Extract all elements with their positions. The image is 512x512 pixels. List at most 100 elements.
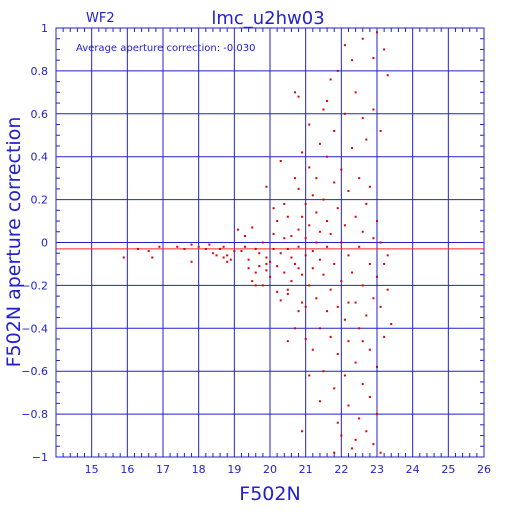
data-point	[286, 340, 289, 343]
data-point	[261, 284, 264, 287]
data-point	[286, 247, 289, 250]
data-point	[372, 237, 375, 240]
data-point	[208, 243, 211, 246]
data-point	[311, 348, 314, 351]
data-point	[358, 245, 361, 248]
data-point	[372, 297, 375, 300]
data-point	[376, 31, 378, 34]
data-point	[361, 340, 364, 343]
x-tick-labels: 15 16 17 18 19 20 21 22 23 24 25 26	[85, 463, 491, 476]
data-point	[301, 301, 304, 304]
data-point	[226, 260, 229, 263]
data-point	[333, 181, 336, 184]
data-point	[290, 235, 293, 238]
data-point	[293, 262, 296, 265]
data-point	[297, 95, 300, 98]
y-tick-label: 0.4	[31, 151, 49, 164]
data-point	[204, 247, 207, 250]
data-point	[340, 241, 343, 244]
data-point	[340, 168, 343, 171]
data-point	[226, 254, 229, 257]
data-point	[301, 273, 304, 276]
data-point	[358, 417, 361, 420]
data-point	[137, 247, 140, 250]
data-point	[315, 177, 318, 180]
data-point	[361, 117, 364, 120]
data-point	[372, 108, 375, 111]
data-point	[236, 228, 239, 231]
data-point	[151, 256, 154, 259]
data-point	[254, 247, 257, 250]
y-tick-label: 0.6	[31, 108, 49, 121]
data-point	[336, 207, 339, 210]
data-point	[258, 265, 261, 268]
data-point	[254, 284, 257, 287]
x-axis-label: F502N	[239, 483, 300, 505]
data-point	[358, 177, 361, 180]
data-point	[290, 280, 293, 283]
data-point	[311, 194, 314, 197]
data-point	[215, 254, 218, 257]
data-point	[297, 228, 300, 231]
data-point	[347, 404, 350, 407]
data-point	[351, 447, 354, 450]
data-point	[279, 299, 282, 302]
y-tick-label: 0	[41, 237, 48, 250]
data-point	[297, 267, 300, 270]
data-point	[343, 374, 346, 377]
data-point	[326, 245, 329, 248]
data-point	[318, 258, 321, 261]
data-point	[265, 269, 268, 272]
data-point	[379, 305, 382, 308]
data-point	[304, 237, 307, 240]
x-tick-label: 23	[370, 463, 384, 476]
data-point	[318, 230, 321, 233]
y-tick-label: −0.6	[21, 365, 48, 378]
data-point	[276, 290, 279, 293]
chip-label: WF2	[86, 11, 115, 26]
data-point	[333, 451, 336, 454]
data-point	[286, 288, 289, 291]
data-point	[351, 147, 354, 150]
data-point	[265, 262, 268, 265]
y-axis-label: F502N aperture correction	[3, 117, 25, 368]
data-point	[276, 265, 279, 268]
data-point	[361, 37, 364, 40]
data-point	[240, 250, 243, 253]
data-point	[376, 413, 378, 416]
data-point	[251, 226, 254, 229]
data-point	[269, 260, 271, 263]
data-point	[219, 247, 222, 250]
x-tick-label: 24	[406, 463, 420, 476]
data-point	[383, 335, 386, 338]
data-point	[368, 262, 371, 265]
data-point	[222, 245, 225, 248]
data-point	[122, 256, 125, 259]
data-point	[326, 155, 329, 158]
data-point	[297, 245, 300, 248]
data-point	[318, 400, 321, 403]
data-point	[315, 297, 318, 300]
data-point	[322, 198, 325, 201]
data-point	[315, 211, 318, 214]
data-point	[383, 48, 386, 51]
data-point	[272, 207, 275, 210]
x-tick-label: 19	[227, 463, 241, 476]
data-point	[354, 361, 357, 364]
data-point	[293, 177, 296, 180]
data-point	[272, 247, 275, 250]
data-point	[176, 245, 179, 248]
chart-title: lmc_u2hw03	[211, 8, 324, 29]
y-tick-label: −0.4	[21, 322, 48, 335]
data-point	[322, 273, 325, 276]
data-point	[297, 187, 300, 190]
data-point	[336, 421, 339, 424]
data-point	[233, 250, 236, 253]
data-point	[304, 305, 307, 308]
y-tick-labels: −1 −0.8 −0.6 −0.4 −0.2 0 0.2 0.4 0.6 0.8 1	[21, 22, 48, 464]
data-point	[301, 151, 304, 154]
data-point	[318, 327, 321, 330]
data-point	[333, 129, 336, 132]
data-point	[147, 250, 150, 253]
data-point	[343, 112, 346, 115]
